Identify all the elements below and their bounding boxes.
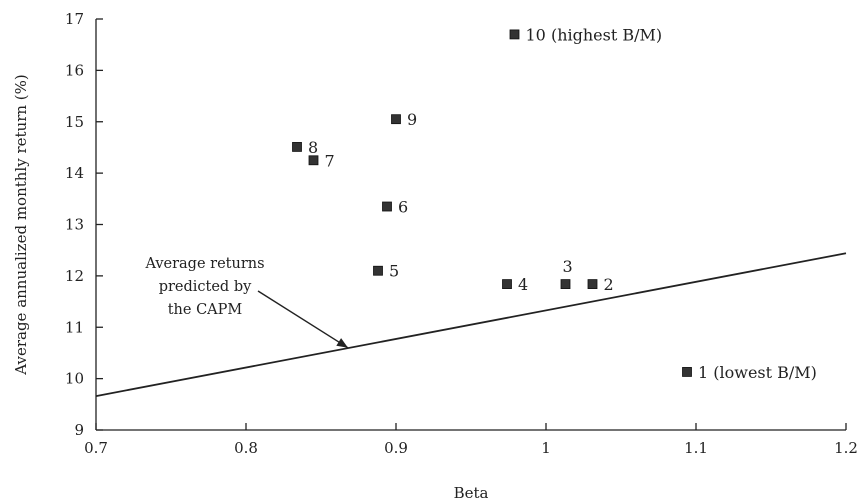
y-tick-label: 9 [74, 421, 84, 439]
y-tick-label: 12 [65, 267, 84, 285]
data-point-label: 4 [518, 275, 528, 294]
annotation-line: predicted by [159, 279, 252, 295]
data-points: 1 (lowest B/M) 2 3 4 5 6 78 9 10 (highest B/M) [292, 25, 817, 382]
data-point-label: 10 (highest B/M) [526, 25, 663, 44]
data-point-marker [373, 265, 383, 276]
y-tick-label: 16 [65, 61, 84, 79]
data-point-label: 2 [604, 275, 614, 294]
y-tick-label: 10 [65, 370, 84, 388]
capm-annotation: Average returns predicted by the CAPM [144, 256, 349, 349]
x-tick-label: 0.7 [84, 439, 108, 457]
data-point-label: 7 [325, 151, 335, 170]
data-point-marker [509, 29, 520, 40]
x-tick-label: 0.9 [384, 439, 408, 457]
capm-predicted-return-line [95, 252, 847, 397]
data-point-label: 1 (lowest B/M) [698, 363, 817, 382]
annotation-arrow-head [336, 338, 348, 348]
data-point-marker [308, 155, 319, 166]
data-point-marker [682, 367, 692, 377]
y-tick-label: 17 [65, 10, 84, 28]
data-point-label: 6 [398, 198, 408, 217]
y-tick-label: 11 [65, 318, 84, 336]
y-tick-label: 14 [65, 164, 84, 182]
data-point-label: 3 [563, 257, 573, 276]
data-point-label: 9 [407, 110, 417, 129]
data-point-marker [391, 114, 401, 125]
data-point-label: 5 [389, 262, 399, 281]
x-ticks: 0.7 0.8 0.9 1 1.1 1.2 [84, 423, 858, 457]
x-tick-label: 1 [541, 439, 551, 457]
x-tick-label: 1.1 [684, 439, 708, 457]
y-tick-label: 13 [65, 216, 84, 234]
x-tick-label: 1.2 [834, 439, 858, 457]
data-point-marker [292, 142, 302, 152]
data-point-marker [560, 279, 571, 289]
data-point-marker [587, 279, 598, 289]
y-ticks: 9 10 11 12 13 14 15 16 17 [65, 10, 103, 439]
y-tick-label: 15 [65, 113, 84, 131]
y-axis-title: Average annualized monthly return (%) [12, 74, 30, 375]
annotation-line: Average returns [144, 256, 264, 272]
annotation-line: the CAPM [168, 302, 243, 318]
annotation-arrow [257, 290, 349, 349]
x-tick-label: 0.8 [234, 439, 258, 457]
x-axis-title: Beta [454, 484, 489, 502]
data-point-label: 8 [308, 138, 318, 157]
data-point-marker [382, 201, 392, 212]
data-point-marker [502, 279, 512, 289]
